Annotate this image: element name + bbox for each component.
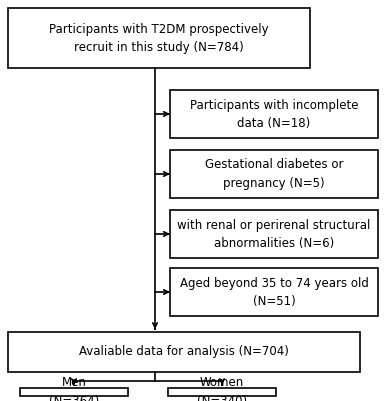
Bar bbox=[170, 210, 378, 258]
Bar bbox=[170, 268, 378, 316]
Text: Women
(N=340): Women (N=340) bbox=[197, 377, 247, 401]
Bar bbox=[168, 388, 276, 396]
Text: Men
(N=364): Men (N=364) bbox=[49, 377, 99, 401]
Bar bbox=[8, 8, 310, 68]
Bar bbox=[20, 388, 128, 396]
Text: Gestational diabetes or
pregnancy (N=5): Gestational diabetes or pregnancy (N=5) bbox=[205, 158, 343, 190]
Text: Avaliable data for analysis (N=704): Avaliable data for analysis (N=704) bbox=[79, 346, 289, 358]
Bar bbox=[8, 332, 360, 372]
Bar bbox=[170, 90, 378, 138]
Text: with renal or perirenal structural
abnormalities (N=6): with renal or perirenal structural abnor… bbox=[177, 219, 371, 249]
Bar bbox=[170, 150, 378, 198]
Text: Participants with incomplete
data (N=18): Participants with incomplete data (N=18) bbox=[190, 99, 358, 130]
Text: Participants with T2DM prospectively
recruit in this study (N=784): Participants with T2DM prospectively rec… bbox=[49, 22, 269, 53]
Text: Aged beyond 35 to 74 years old
(N=51): Aged beyond 35 to 74 years old (N=51) bbox=[180, 277, 368, 308]
